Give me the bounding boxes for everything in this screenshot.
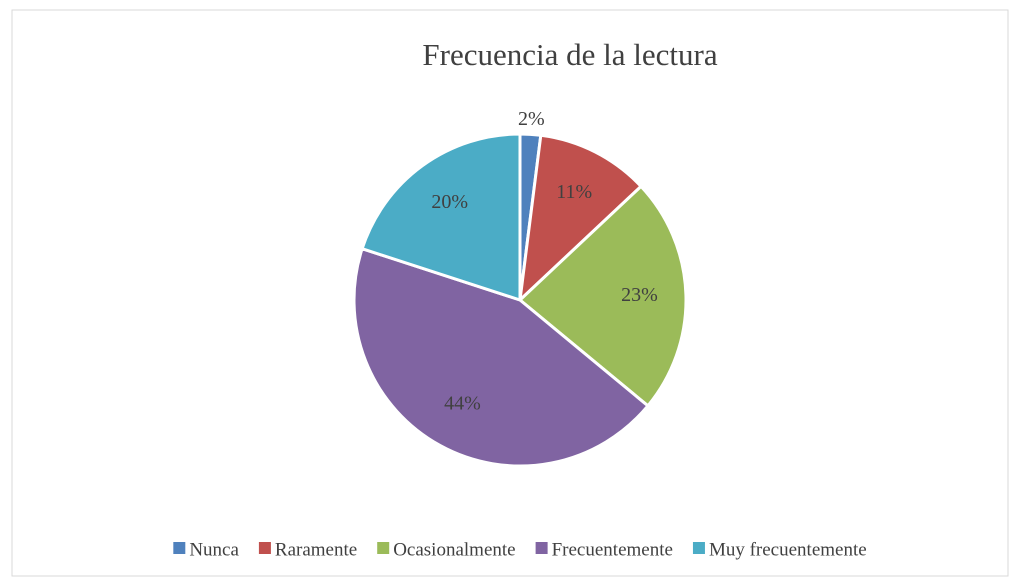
legend-swatch <box>535 542 548 554</box>
data-label: 23% <box>621 284 658 306</box>
chart-title: Frecuencia de la lectura <box>422 37 717 72</box>
data-label: 44% <box>444 392 481 414</box>
pie-slice <box>517 133 644 304</box>
pie-slice <box>517 184 688 408</box>
legend-swatch <box>173 542 186 554</box>
data-label: 20% <box>431 191 468 213</box>
pie-slice <box>352 246 651 468</box>
legend-label: Ocasionalmente <box>393 539 515 560</box>
legend-swatch <box>692 542 705 554</box>
legend-label: Frecuentemente <box>552 539 673 560</box>
pie-slice <box>360 132 522 303</box>
legend-label: Raramente <box>275 539 357 560</box>
data-label: 11% <box>556 181 592 203</box>
legend-label: Nunca <box>189 539 239 560</box>
legend-swatch <box>377 542 390 554</box>
legend-swatch <box>258 542 271 554</box>
legend-label: Muy frecuentemente <box>709 539 867 560</box>
data-label: 2% <box>518 108 545 130</box>
